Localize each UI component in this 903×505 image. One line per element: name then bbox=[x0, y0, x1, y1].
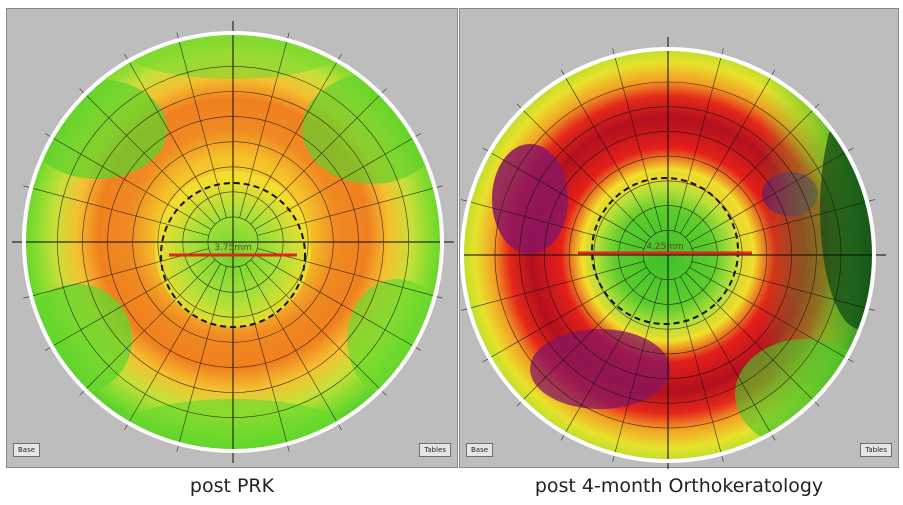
measurement-label-left: 3.75mm bbox=[214, 243, 252, 253]
grid-spoke bbox=[685, 103, 820, 238]
grid-spoke bbox=[689, 147, 854, 243]
grid-spoke bbox=[239, 32, 290, 218]
grid-spoke bbox=[176, 32, 227, 218]
grid-spoke bbox=[516, 103, 651, 238]
grid-spoke bbox=[691, 261, 875, 311]
grid-spoke bbox=[44, 133, 212, 230]
measurement-label-right: 4.25mm bbox=[646, 242, 684, 252]
caption-left: post PRK bbox=[189, 475, 275, 497]
grid-spoke bbox=[482, 267, 647, 363]
grid-spoke bbox=[560, 276, 656, 441]
grid-spoke bbox=[461, 261, 645, 311]
grid-spoke bbox=[461, 199, 645, 249]
grid-spoke bbox=[680, 276, 776, 441]
grid-spoke bbox=[250, 88, 387, 225]
base-button-right[interactable]: Base bbox=[466, 443, 494, 457]
corneal-map-left: 3.75mm bbox=[12, 21, 454, 463]
grid-spoke bbox=[257, 248, 443, 299]
grid-spoke bbox=[124, 263, 221, 431]
tables-button-left[interactable]: Tables bbox=[419, 443, 451, 457]
grid-spoke bbox=[257, 185, 443, 236]
grid-spoke bbox=[124, 53, 221, 221]
topography-panel-right: 4.25mm Base Tables bbox=[459, 8, 899, 469]
grid-spoke bbox=[176, 266, 227, 452]
grid-spoke bbox=[674, 48, 724, 232]
grid-spoke bbox=[560, 69, 656, 234]
grid-spoke bbox=[245, 263, 342, 431]
topography-panel-left: 3.75mm Base Tables bbox=[6, 8, 458, 468]
grid-spoke bbox=[516, 272, 651, 407]
grid-spoke bbox=[685, 272, 820, 407]
grid-spoke bbox=[44, 254, 212, 351]
grid-spoke bbox=[245, 53, 342, 221]
grid-spoke bbox=[612, 278, 662, 462]
pupil-outline-left bbox=[160, 182, 306, 328]
corneal-map-right: 4.25mm bbox=[460, 37, 886, 469]
grid-spoke bbox=[612, 48, 662, 232]
grid-spoke bbox=[689, 267, 854, 363]
grid-spoke bbox=[23, 248, 209, 299]
grid-spoke bbox=[674, 278, 724, 462]
grid-spoke bbox=[680, 69, 776, 234]
grid-spoke bbox=[254, 254, 422, 351]
grid-spoke bbox=[691, 199, 875, 249]
grid-spoke bbox=[250, 259, 387, 396]
grid-spoke bbox=[239, 266, 290, 452]
grid-spoke bbox=[79, 88, 216, 225]
pupil-outline-right bbox=[591, 177, 739, 325]
tables-button-right[interactable]: Tables bbox=[860, 443, 892, 457]
caption-right: post 4-month Orthokeratology bbox=[534, 475, 824, 497]
grid-spoke bbox=[482, 147, 647, 243]
grid-spoke bbox=[23, 185, 209, 236]
grid-spoke bbox=[79, 259, 216, 396]
base-button-left[interactable]: Base bbox=[13, 443, 41, 457]
grid-spoke bbox=[254, 133, 422, 230]
